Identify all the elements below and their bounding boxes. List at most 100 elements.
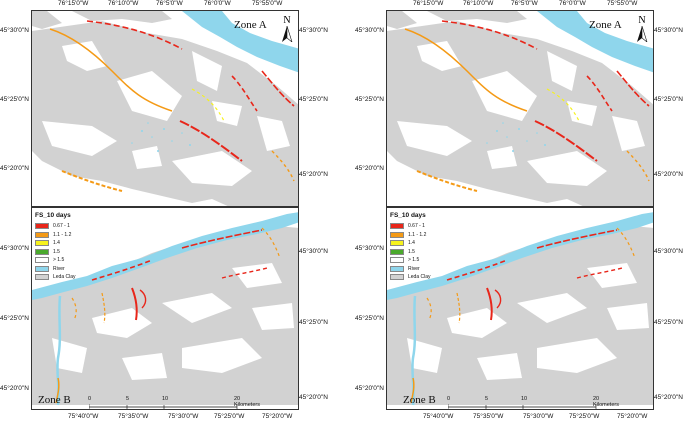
legend-item: 0.67 - 1	[390, 222, 431, 231]
lon-tick: 75°25'0"W	[569, 413, 600, 420]
lon-tick: 76°10'0"W	[463, 0, 494, 7]
lat-tick: 45°30'0"N	[0, 27, 29, 34]
scale-label: 0	[88, 396, 92, 402]
scale-label: 20 Kilometers	[593, 396, 619, 408]
lat-tick: 45°20'0"N	[0, 385, 29, 392]
lon-tick: 76°0'0"W	[559, 0, 586, 7]
legend-swatch	[35, 257, 49, 264]
scale-bar: 0 5 10 20 Kilometers	[447, 396, 619, 409]
legend-label: 1.5	[53, 248, 60, 255]
legend-swatch	[35, 223, 49, 230]
lon-tick: 76°5'0"W	[511, 0, 538, 7]
scale-line	[448, 404, 597, 409]
legend-label: 1.5	[408, 248, 415, 255]
legend-item: 0.67 - 1	[35, 222, 76, 231]
legend-item: 1.4	[390, 239, 431, 248]
lon-tick: 75°20'0"W	[617, 413, 648, 420]
lat-tick: 45°20'0"N	[299, 171, 328, 178]
legend-swatch	[390, 248, 404, 255]
legend-swatch	[35, 248, 49, 255]
north-arrow: N	[280, 15, 294, 42]
zone-b-map: FS_10 days 0.67 - 1 1.1 - 1.2 1.4 1.5 > …	[386, 207, 654, 410]
legend-item: 1.4	[35, 239, 76, 248]
zone-b-map: FS_10 days 0.67 - 1 1.1 - 1.2 1.4 1.5 > …	[31, 207, 299, 410]
lat-tick: 45°25'0"N	[299, 319, 328, 326]
lat-tick: 45°25'0"N	[355, 315, 384, 322]
legend-label: Leda Clay	[408, 274, 431, 281]
north-arrow-icon	[282, 26, 293, 42]
legend-swatch	[35, 231, 49, 238]
legend-title: FS_10 days	[35, 212, 71, 219]
lat-tick: 45°20'0"N	[654, 171, 683, 178]
lat-tick: 45°20'0"N	[0, 165, 29, 172]
legend-swatch	[390, 231, 404, 238]
lon-tick: 75°55'0"W	[607, 0, 638, 7]
scale-bar: 0 5 10 20 Kilometers	[88, 396, 260, 409]
lon-tick: 75°25'0"W	[214, 413, 245, 420]
lon-tick: 76°10'0"W	[108, 0, 139, 7]
lon-tick: 75°40'0"W	[68, 413, 99, 420]
north-arrow-icon	[637, 26, 648, 42]
zone-a-label: Zone A	[589, 19, 622, 31]
zone-a-map: Zone A N	[386, 10, 654, 207]
legend-label: Leda Clay	[53, 274, 76, 281]
lat-tick: 45°30'0"N	[355, 245, 384, 252]
north-arrow: N	[635, 15, 649, 42]
lat-tick: 45°30'0"N	[299, 27, 328, 34]
north-letter: N	[283, 15, 291, 26]
legend-item: > 1.5	[35, 256, 76, 265]
zone-a-terrain	[32, 11, 298, 206]
scale-line	[89, 404, 238, 409]
zone-a-terrain	[387, 11, 653, 206]
lat-tick: 45°20'0"N	[355, 165, 384, 172]
legend-swatch	[390, 223, 404, 230]
lat-tick: 45°30'0"N	[299, 248, 328, 255]
scale-label: 10	[521, 396, 528, 402]
legend-item: 1.5	[35, 248, 76, 257]
lon-tick: 76°15'0"W	[58, 0, 89, 7]
legend-label: 1.4	[408, 240, 415, 247]
lat-tick: 45°25'0"N	[0, 315, 29, 322]
lat-tick: 45°20'0"N	[654, 394, 683, 401]
legend-label: 0.67 - 1	[53, 223, 70, 230]
scale-label: 5	[126, 396, 130, 402]
legend-item: > 1.5	[390, 256, 431, 265]
legend-item: 1.1 - 1.2	[35, 231, 76, 240]
lon-tick: 76°15'0"W	[413, 0, 444, 7]
legend-label: 1.1 - 1.2	[53, 231, 72, 238]
scale-label: 20 Kilometers	[234, 396, 260, 408]
lon-tick: 76°5'0"W	[156, 0, 183, 7]
lat-tick: 45°30'0"N	[654, 248, 683, 255]
scale-label: 10	[162, 396, 169, 402]
legend-item: 1.1 - 1.2	[390, 231, 431, 240]
legend: FS_10 days 0.67 - 1 1.1 - 1.2 1.4 1.5 > …	[390, 212, 431, 282]
legend-label: 1.4	[53, 240, 60, 247]
lon-tick: 75°30'0"W	[523, 413, 554, 420]
lat-tick: 45°30'0"N	[654, 27, 683, 34]
zone-b-label: Zone B	[38, 394, 71, 406]
lat-tick: 45°20'0"N	[355, 385, 384, 392]
zone-a-label: Zone A	[234, 19, 267, 31]
lon-tick: 75°35'0"W	[118, 413, 149, 420]
lon-tick: 76°0'0"W	[204, 0, 231, 7]
lon-tick: 75°40'0"W	[423, 413, 454, 420]
legend-swatch	[35, 265, 49, 272]
north-letter: N	[638, 15, 646, 26]
lon-tick: 75°35'0"W	[473, 413, 504, 420]
legend-label: > 1.5	[53, 257, 65, 264]
zone-a-map: Zone A N	[31, 10, 299, 207]
legend-label: River	[53, 265, 65, 272]
legend-swatch	[35, 240, 49, 247]
legend-swatch	[390, 265, 404, 272]
legend: FS_10 days 0.67 - 1 1.1 - 1.2 1.4 1.5 > …	[35, 212, 76, 282]
legend-label: River	[408, 265, 420, 272]
lat-tick: 45°25'0"N	[654, 96, 683, 103]
legend-label: 0.67 - 1	[408, 223, 425, 230]
lat-tick: 45°25'0"N	[299, 96, 328, 103]
legend-item: Leda Clay	[390, 273, 431, 282]
lat-tick: 45°30'0"N	[0, 245, 29, 252]
lon-tick: 75°20'0"W	[262, 413, 293, 420]
legend-label: 1.1 - 1.2	[408, 231, 427, 238]
legend-swatch	[390, 274, 404, 281]
lon-tick: 75°30'0"W	[168, 413, 199, 420]
